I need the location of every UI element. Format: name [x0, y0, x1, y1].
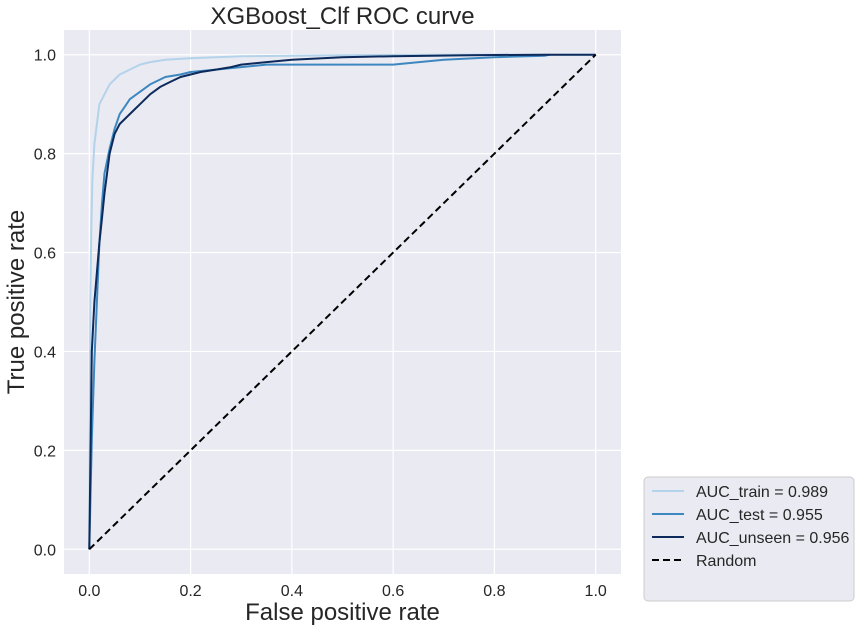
x-tick-label: 0.0	[78, 583, 100, 600]
legend-label: Random	[696, 553, 756, 570]
y-tick-label: 0.4	[34, 344, 56, 361]
x-tick-label: 0.4	[281, 583, 303, 600]
x-tick-label: 0.2	[179, 583, 201, 600]
series-line-auc-unseen	[88, 53, 596, 550]
x-axis-ticks: 0.0 0.2 0.4 0.6 0.8 1.0	[78, 583, 607, 600]
grid-lines	[64, 30, 621, 574]
y-tick-label: 1.0	[34, 48, 56, 65]
y-tick-label: 0.6	[34, 246, 56, 263]
x-tick-label: 0.6	[382, 583, 404, 600]
legend-label: AUC_unseen = 0.956	[696, 530, 850, 547]
legend-label: AUC_train = 0.989	[696, 484, 828, 501]
chart-title: XGBoost_Clf ROC curve	[210, 3, 474, 30]
y-tick-label: 0.8	[34, 147, 56, 164]
series-line-random	[88, 53, 597, 551]
y-axis-ticks: 0.0 0.2 0.4 0.6 0.8 1.0	[34, 48, 56, 560]
y-axis-label: True positive rate	[3, 210, 30, 395]
legend-label: AUC_test = 0.955	[696, 507, 823, 524]
series-line-auc-train	[88, 53, 596, 550]
legend-box	[643, 476, 855, 602]
y-tick-label: 0.0	[34, 542, 56, 559]
x-tick-label: 1.0	[585, 583, 607, 600]
series-layer	[88, 53, 597, 551]
x-tick-label: 0.8	[483, 583, 505, 600]
legend: AUC_train = 0.989 AUC_test = 0.955 AUC_uns…	[643, 476, 855, 602]
x-axis-label: False positive rate	[245, 599, 440, 626]
y-tick-label: 0.2	[34, 443, 56, 460]
